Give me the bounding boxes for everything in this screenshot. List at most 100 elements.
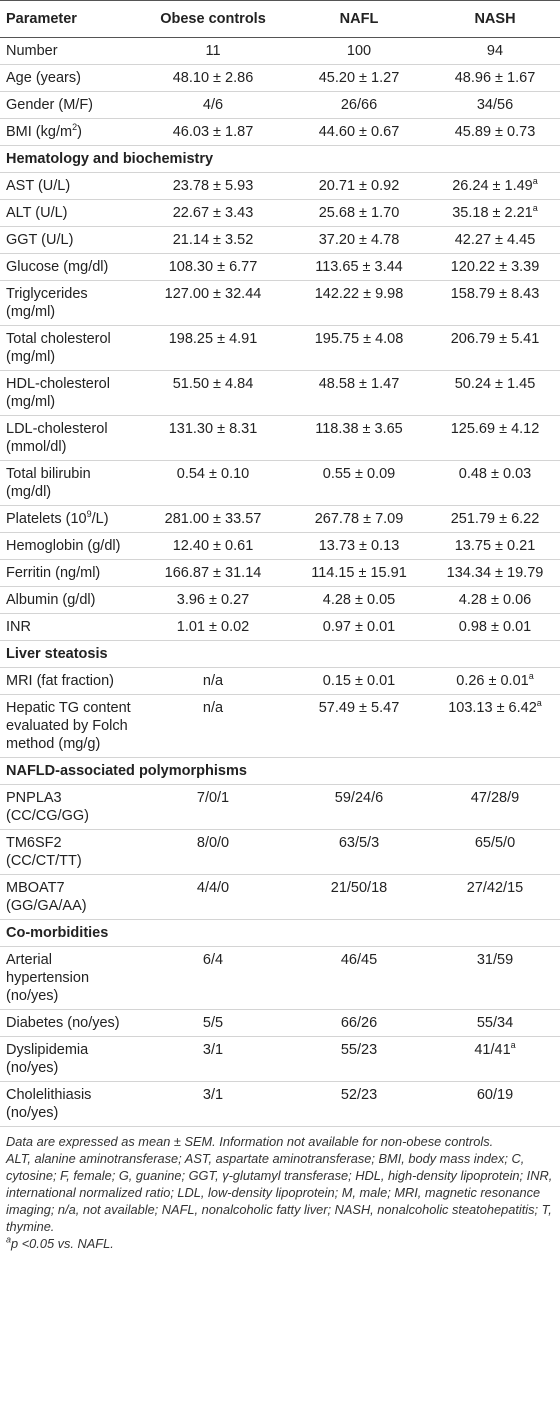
value-cell: 34/56 bbox=[430, 91, 560, 119]
value-cell: 48.10 ± 2.86 bbox=[138, 64, 288, 92]
data-row: Dyslipidemia (no/yes) 3/1 55/23 41/41a bbox=[0, 1036, 560, 1082]
parameter-cell: HDL-cholesterol (mg/ml) bbox=[0, 370, 138, 416]
footnote: ap <0.05 vs. NAFL. bbox=[6, 1235, 554, 1252]
parameter-cell: INR bbox=[0, 613, 138, 641]
parameter-cell: TM6SF2 (CC/CT/TT) bbox=[0, 829, 138, 875]
parameter-cell: LDL-cholesterol (mmol/dl) bbox=[0, 415, 138, 461]
parameter-cell: Number bbox=[0, 37, 138, 65]
superscript: a bbox=[532, 176, 538, 187]
section-row: Liver steatosis bbox=[0, 640, 560, 668]
value-cell: 12.40 ± 0.61 bbox=[138, 532, 288, 560]
value-cell: 100 bbox=[288, 37, 430, 65]
cell-text: 41/41 bbox=[474, 1042, 511, 1058]
value-cell: 206.79 ± 5.41 bbox=[430, 325, 560, 371]
cell-text: 26.24 ± 1.49 bbox=[452, 178, 533, 194]
value-cell: 13.75 ± 0.21 bbox=[430, 532, 560, 560]
value-cell: 0.98 ± 0.01 bbox=[430, 613, 560, 641]
value-cell: n/a bbox=[138, 694, 288, 758]
data-table: Parameter Obese controls NAFL NASH Number 11… bbox=[0, 0, 560, 1127]
section-heading: Co-morbidities bbox=[0, 919, 560, 947]
value-cell: 35.18 ± 2.21a bbox=[430, 199, 560, 227]
value-cell: 27/42/15 bbox=[430, 874, 560, 920]
data-row: Glucose (mg/dl) 108.30 ± 6.77 113.65 ± 3.4… bbox=[0, 253, 560, 281]
parameter-cell: GGT (U/L) bbox=[0, 226, 138, 254]
value-cell: 120.22 ± 3.39 bbox=[430, 253, 560, 281]
section-heading: NAFLD-associated polymorphisms bbox=[0, 757, 560, 785]
value-cell: 50.24 ± 1.45 bbox=[430, 370, 560, 416]
section-heading: Liver steatosis bbox=[0, 640, 560, 668]
superscript: 2 bbox=[72, 122, 78, 133]
data-row: Platelets (109/L) 281.00 ± 33.57 267.78 ± … bbox=[0, 505, 560, 533]
parameter-cell: Arterial hypertension (no/yes) bbox=[0, 946, 138, 1010]
data-row: Number 11 100 94 bbox=[0, 37, 560, 65]
data-row: AST (U/L) 23.78 ± 5.93 20.71 ± 0.92 26.24 ±… bbox=[0, 172, 560, 200]
value-cell: 55/34 bbox=[430, 1009, 560, 1037]
data-row: Total bilirubin (mg/dl) 0.54 ± 0.10 0.55 ±… bbox=[0, 460, 560, 506]
value-cell: 0.55 ± 0.09 bbox=[288, 460, 430, 506]
value-cell: 46/45 bbox=[288, 946, 430, 1010]
parameter-cell: PNPLA3 (CC/CG/GG) bbox=[0, 784, 138, 830]
parameter-cell: Hemoglobin (g/dl) bbox=[0, 532, 138, 560]
value-cell: 25.68 ± 1.70 bbox=[288, 199, 430, 227]
value-cell: 37.20 ± 4.78 bbox=[288, 226, 430, 254]
data-row: Triglycerides (mg/ml) 127.00 ± 32.44 142.2… bbox=[0, 280, 560, 326]
header-row: Parameter Obese controls NAFL NASH bbox=[0, 0, 560, 38]
value-cell: 114.15 ± 15.91 bbox=[288, 559, 430, 587]
value-cell: 8/0/0 bbox=[138, 829, 288, 875]
parameter-cell: Glucose (mg/dl) bbox=[0, 253, 138, 281]
value-cell: 0.54 ± 0.10 bbox=[138, 460, 288, 506]
parameter-cell: Cholelithiasis (no/yes) bbox=[0, 1081, 138, 1127]
parameter-cell: BMI (kg/m2) bbox=[0, 118, 138, 146]
value-cell: 251.79 ± 6.22 bbox=[430, 505, 560, 533]
value-cell: 26.24 ± 1.49a bbox=[430, 172, 560, 200]
parameter-cell: ALT (U/L) bbox=[0, 199, 138, 227]
cell-text: BMI (kg/m bbox=[6, 124, 73, 140]
value-cell: 4/4/0 bbox=[138, 874, 288, 920]
data-row: LDL-cholesterol (mmol/dl) 131.30 ± 8.31 11… bbox=[0, 415, 560, 461]
value-cell: 26/66 bbox=[288, 91, 430, 119]
value-cell: 47/28/9 bbox=[430, 784, 560, 830]
value-cell: 11 bbox=[138, 37, 288, 65]
value-cell: 127.00 ± 32.44 bbox=[138, 280, 288, 326]
data-row: ALT (U/L) 22.67 ± 3.43 25.68 ± 1.70 35.18 ±… bbox=[0, 199, 560, 227]
data-row: Diabetes (no/yes) 5/5 66/26 55/34 bbox=[0, 1009, 560, 1037]
value-cell: 45.20 ± 1.27 bbox=[288, 64, 430, 92]
value-cell: 52/23 bbox=[288, 1081, 430, 1127]
parameter-cell: Age (years) bbox=[0, 64, 138, 92]
data-row: Hepatic TG content evaluated by Folch me… bbox=[0, 694, 560, 758]
value-cell: 4/6 bbox=[138, 91, 288, 119]
section-row: Co-morbidities bbox=[0, 919, 560, 947]
header-cell: Obese controls bbox=[138, 0, 288, 38]
value-cell: 0.26 ± 0.01a bbox=[430, 667, 560, 695]
parameter-cell: Dyslipidemia (no/yes) bbox=[0, 1036, 138, 1082]
section-row: NAFLD-associated polymorphisms bbox=[0, 757, 560, 785]
data-row: INR 1.01 ± 0.02 0.97 ± 0.01 0.98 ± 0.01 bbox=[0, 613, 560, 641]
data-row: Total cholesterol (mg/ml) 198.25 ± 4.91 19… bbox=[0, 325, 560, 371]
parameter-cell: MBOAT7 (GG/GA/AA) bbox=[0, 874, 138, 920]
value-cell: 65/5/0 bbox=[430, 829, 560, 875]
value-cell: 166.87 ± 31.14 bbox=[138, 559, 288, 587]
table-body: Number 11 100 94 Age (years) 48.10 ± 2.86 45.2… bbox=[0, 37, 560, 1127]
header-cell: NAFL bbox=[288, 0, 430, 38]
header-cell: Parameter bbox=[0, 0, 138, 38]
data-row: Ferritin (ng/ml) 166.87 ± 31.14 114.15 ± 1… bbox=[0, 559, 560, 587]
value-cell: 131.30 ± 8.31 bbox=[138, 415, 288, 461]
superscript: a bbox=[536, 698, 542, 709]
value-cell: 3/1 bbox=[138, 1081, 288, 1127]
section-row: Hematology and biochemistry bbox=[0, 145, 560, 173]
data-row: Gender (M/F) 4/6 26/66 34/56 bbox=[0, 91, 560, 119]
value-cell: 57.49 ± 5.47 bbox=[288, 694, 430, 758]
value-cell: 158.79 ± 8.43 bbox=[430, 280, 560, 326]
table-notes: Data are expressed as mean ± SEM. Inform… bbox=[0, 1127, 560, 1252]
parameter-cell: Hepatic TG content evaluated by Folch me… bbox=[0, 694, 138, 758]
parameter-cell: Gender (M/F) bbox=[0, 91, 138, 119]
cell-text: 103.13 ± 6.42 bbox=[448, 700, 537, 716]
value-cell: 1.01 ± 0.02 bbox=[138, 613, 288, 641]
value-cell: 4.28 ± 0.06 bbox=[430, 586, 560, 614]
value-cell: 42.27 ± 4.45 bbox=[430, 226, 560, 254]
parameter-cell: Total bilirubin (mg/dl) bbox=[0, 460, 138, 506]
value-cell: 44.60 ± 0.67 bbox=[288, 118, 430, 146]
value-cell: 21/50/18 bbox=[288, 874, 430, 920]
footnote-text: p <0.05 vs. NAFL. bbox=[11, 1236, 114, 1251]
value-cell: 63/5/3 bbox=[288, 829, 430, 875]
